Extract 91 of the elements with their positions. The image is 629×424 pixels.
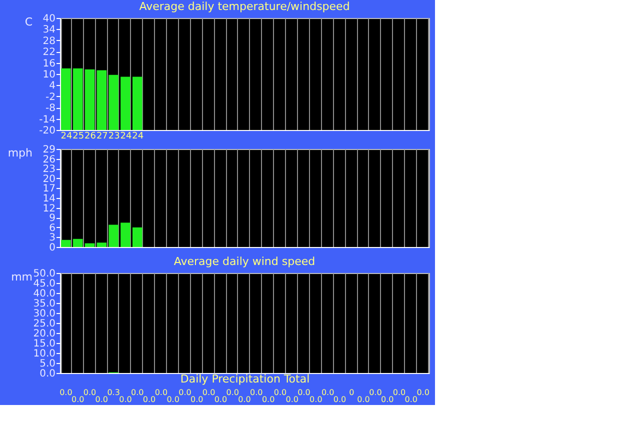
bar <box>96 242 107 247</box>
bar <box>96 70 107 130</box>
x-tick-label: 27 <box>96 132 108 142</box>
y-tick-label: 0 <box>49 242 56 254</box>
chart-title: Average daily temperature/windspeed <box>139 0 350 13</box>
x-tick-label: 26 <box>84 132 96 142</box>
y-tick-label: 3 <box>49 232 56 244</box>
x-tick-label: 24 <box>60 132 72 142</box>
data-label: 0.0 <box>131 388 144 397</box>
y-axis-title: mph <box>8 146 33 160</box>
data-label: 0.0 <box>321 388 334 397</box>
bar <box>120 76 130 130</box>
bar <box>120 222 130 247</box>
data-label: 0.0 <box>83 388 96 397</box>
data-label: 0 <box>349 388 354 397</box>
y-tick-label: 0.0 <box>40 368 56 380</box>
y-tick-label: -2 <box>46 92 56 103</box>
y-tick-label: 9 <box>49 213 56 224</box>
data-label: 0.0 <box>95 395 108 404</box>
y-tick-label: 15.0 <box>33 338 56 350</box>
bar <box>132 76 142 130</box>
bar <box>84 69 95 130</box>
y-tick-label: 20.0 <box>33 328 56 340</box>
y-tick-label: 17 <box>42 184 56 195</box>
data-label: 0.0 <box>178 388 192 397</box>
data-label: 0.0 <box>119 395 132 404</box>
data-label: 0.0 <box>154 388 168 397</box>
y-tick-label: 16 <box>42 58 56 70</box>
y-tick-label: 40 <box>42 14 56 24</box>
data-label: 0.0 <box>142 395 156 404</box>
data-label: 0.0 <box>310 395 322 404</box>
y-tick-label: 4 <box>49 80 56 92</box>
data-label: 0.0 <box>250 388 263 397</box>
y-tick-label: 12 <box>42 203 56 214</box>
bar <box>72 68 83 130</box>
data-label: 0.0 <box>226 388 239 397</box>
y-tick-label: 35.0 <box>33 298 56 310</box>
y-tick-label: 50.0 <box>33 268 56 280</box>
data-label: 0.0 <box>60 388 72 397</box>
y-tick-label: 23 <box>42 164 56 176</box>
bar <box>61 68 71 130</box>
y-tick-label: -8 <box>46 103 56 114</box>
y-tick-label: 5.0 <box>40 358 56 370</box>
data-label: 0.0 <box>404 395 418 404</box>
bar <box>108 224 118 247</box>
x-tick-label: 24 <box>120 132 132 142</box>
data-label: 0.0 <box>262 395 275 404</box>
data-label: 0.0 <box>190 395 204 404</box>
bar <box>84 243 95 247</box>
data-label: 0.0 <box>380 395 394 404</box>
data-label: 0.0 <box>416 388 430 397</box>
y-tick-label: 30.0 <box>33 308 56 320</box>
data-label: 0.0 <box>298 388 310 397</box>
y-axis-title: C <box>24 16 33 28</box>
y-axis-title: mm <box>11 270 32 284</box>
bar <box>61 240 71 247</box>
data-label: 0.0 <box>286 395 298 404</box>
x-axis-title: Daily Precipitation Total <box>180 372 310 386</box>
y-tick-label: 10 <box>42 70 56 80</box>
data-label: 0.0 <box>166 395 180 404</box>
chart-title: Average daily wind speed <box>174 255 316 268</box>
bar <box>108 74 118 130</box>
data-label: 0.0 <box>333 395 346 404</box>
x-tick-label: 23 <box>108 132 120 142</box>
y-tick-label: 26 <box>42 154 56 166</box>
data-label: 0.0 <box>238 395 251 404</box>
y-tick-label: 10.0 <box>33 348 56 360</box>
y-tick-label: 20 <box>42 174 56 185</box>
y-tick-label: 45.0 <box>33 278 56 290</box>
bar <box>132 227 142 247</box>
data-label: 0.0 <box>357 395 370 404</box>
data-label: 0.0 <box>392 388 406 397</box>
y-tick-label: 22 <box>42 47 56 58</box>
y-tick-label: 28 <box>42 36 56 47</box>
y-tick-label: 34 <box>42 24 56 36</box>
data-label: 0.0 <box>202 388 216 397</box>
y-tick-label: 6 <box>49 222 56 234</box>
y-tick-label: 40.0 <box>33 288 56 300</box>
y-tick-label: -14 <box>39 114 56 126</box>
y-tick-label: 25.0 <box>33 318 56 330</box>
data-label: 0.0 <box>214 395 228 404</box>
bar <box>72 238 83 247</box>
x-tick-label: 24 <box>132 132 144 142</box>
data-label: 0.0 <box>71 395 84 404</box>
data-label: 0.3 <box>107 388 120 397</box>
y-tick-label: 14 <box>42 194 56 204</box>
y-tick-label: 29 <box>42 144 56 156</box>
data-label: 0.0 <box>369 388 382 397</box>
data-label: 0.0 <box>274 388 287 397</box>
y-tick-label: -20 <box>39 126 56 136</box>
x-tick-label: 25 <box>72 132 84 142</box>
